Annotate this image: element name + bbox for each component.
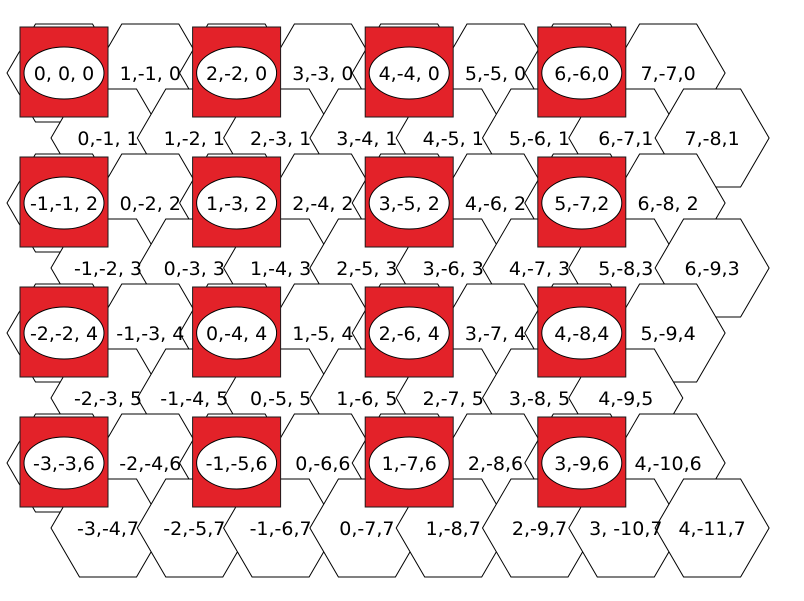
cell-coordinate-label: 6,-7,1 [598, 128, 653, 150]
cell-coordinate-label: -3,-3,6 [33, 453, 95, 475]
cell-coordinate-label: 4,-7, 3 [509, 258, 570, 280]
cell-coordinate-label: 4,-11,7 [678, 518, 745, 540]
cell-coordinate-label: 1,-7,6 [382, 453, 437, 475]
cell-coordinate-label: -3,-4,7 [77, 518, 139, 540]
cell-coordinate-label: 2,-3, 1 [250, 128, 311, 150]
cell-coordinate-label: 0,-2, 2 [120, 193, 181, 215]
cell-coordinate-label: 6,-9,3 [684, 258, 739, 280]
marked-cell-oval [541, 46, 623, 100]
cell-coordinate-label: 1,-6, 5 [336, 388, 397, 410]
marked-cell-oval [23, 176, 105, 230]
cell-coordinate-label: 5,-9,4 [640, 323, 695, 345]
cell-coordinate-label: 2,-4, 2 [292, 193, 353, 215]
cell-coordinate-label: 3,-9,6 [554, 453, 609, 475]
cell-coordinate-label: 4,-8,4 [554, 323, 609, 345]
cell-coordinate-label: 1,-8,7 [426, 518, 481, 540]
cell-coordinate-label: 3,-6, 3 [423, 258, 484, 280]
cell-coordinate-label: 2,-5, 3 [336, 258, 397, 280]
cell-coordinate-label: 1,-1, 0 [120, 63, 181, 85]
cell-coordinate-label: 3,-7, 4 [465, 323, 526, 345]
cell-coordinate-label: 4,-4, 0 [379, 63, 440, 85]
cell-coordinate-label: 3,-4, 1 [336, 128, 397, 150]
cell-coordinate-label: 5,-7,2 [554, 193, 609, 215]
cell-coordinate-label: 0,-6,6 [295, 453, 350, 475]
cell-coordinate-label: 4,-6, 2 [465, 193, 526, 215]
cell-coordinate-label: 3,-3, 0 [292, 63, 353, 85]
marked-cell-oval [368, 436, 450, 490]
cell-coordinate-label: 1,-3, 2 [206, 193, 267, 215]
cell-coordinate-label: 2,-7, 5 [423, 388, 484, 410]
hex-cell [654, 478, 770, 578]
cell-coordinate-label: -2,-5,7 [163, 518, 225, 540]
cell-coordinate-label: -1,-6,7 [250, 518, 312, 540]
marked-cell-oval [541, 306, 623, 360]
cell-coordinate-label: -1,-1, 2 [30, 193, 98, 215]
cell-coordinate-label: 0,-3, 3 [164, 258, 225, 280]
cell-coordinate-label: 0,-4, 4 [206, 323, 267, 345]
cell-coordinate-label: 6,-6,0 [554, 63, 609, 85]
marked-cell-oval [196, 176, 278, 230]
marked-cell-oval [196, 46, 278, 100]
cell-coordinate-label: 1,-4, 3 [250, 258, 311, 280]
marked-cell-oval [368, 176, 450, 230]
marked-cell-oval [23, 46, 105, 100]
cell-coordinate-label: 4,-10,6 [634, 453, 701, 475]
cell-coordinate-label: 6,-8, 2 [637, 193, 698, 215]
cell-coordinate-label: 2,-6, 4 [379, 323, 440, 345]
marked-cell-oval [196, 306, 278, 360]
marked-cell-oval [196, 436, 278, 490]
cell-coordinate-label: 3,-5, 2 [379, 193, 440, 215]
cell-coordinate-label: -2,-2, 4 [30, 323, 98, 345]
cell-coordinate-label: -1,-4, 5 [160, 388, 228, 410]
marker-layer [19, 26, 627, 508]
cell-coordinate-label: 4,-5, 1 [423, 128, 484, 150]
marked-cell-oval [368, 306, 450, 360]
cell-coordinate-label: 4,-9,5 [598, 388, 653, 410]
marked-cell-oval [368, 46, 450, 100]
marked-cell-oval [23, 436, 105, 490]
cell-coordinate-label: 1,-5, 4 [292, 323, 353, 345]
marked-cell-oval [541, 436, 623, 490]
cell-coordinate-label: 0,-5, 5 [250, 388, 311, 410]
cell-coordinate-label: 0,-1, 1 [77, 128, 138, 150]
cell-coordinate-label: -2,-4,6 [119, 453, 181, 475]
cell-coordinate-label: 5,-6, 1 [509, 128, 570, 150]
cell-coordinate-label: 2,-2, 0 [206, 63, 267, 85]
marked-cell-oval [23, 306, 105, 360]
cell-coordinate-label: -2,-3, 5 [74, 388, 142, 410]
cell-coordinate-label: 0,-7,7 [339, 518, 394, 540]
cell-coordinate-label: 7,-8,1 [684, 128, 739, 150]
cell-coordinate-label: 2,-8,6 [468, 453, 523, 475]
label-layer: 0, 0, 0 1,-1, 0 2,-2, 0 3,-3, 0 4,-4, 0 5,-5,… [30, 63, 746, 540]
cell-coordinate-label: 1,-2, 1 [164, 128, 225, 150]
cell-coordinate-label: -1,-5,6 [206, 453, 268, 475]
cell-coordinate-label: 5,-5, 0 [465, 63, 526, 85]
marked-cell-oval [541, 176, 623, 230]
cell-coordinate-label: 3,-8, 5 [509, 388, 570, 410]
cell-coordinate-label: 2,-9,7 [512, 518, 567, 540]
cell-coordinate-label: 0, 0, 0 [34, 63, 94, 85]
cell-coordinate-label: -1,-2, 3 [74, 258, 142, 280]
cell-coordinate-label: 3, -10,7 [589, 518, 662, 540]
cell-coordinate-label: -1,-3, 4 [116, 323, 184, 345]
cell-coordinate-label: 7,-7,0 [640, 63, 695, 85]
cell-coordinate-label: 5,-8,3 [598, 258, 653, 280]
